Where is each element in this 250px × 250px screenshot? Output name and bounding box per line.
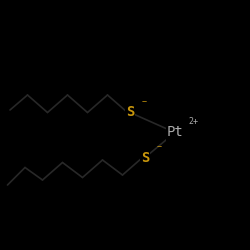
Text: −: − xyxy=(156,142,161,151)
Text: −: − xyxy=(141,97,146,106)
Text: Pt: Pt xyxy=(166,126,184,140)
Text: S: S xyxy=(126,106,134,120)
Text: S: S xyxy=(141,150,149,164)
Text: 2+: 2+ xyxy=(189,117,199,126)
